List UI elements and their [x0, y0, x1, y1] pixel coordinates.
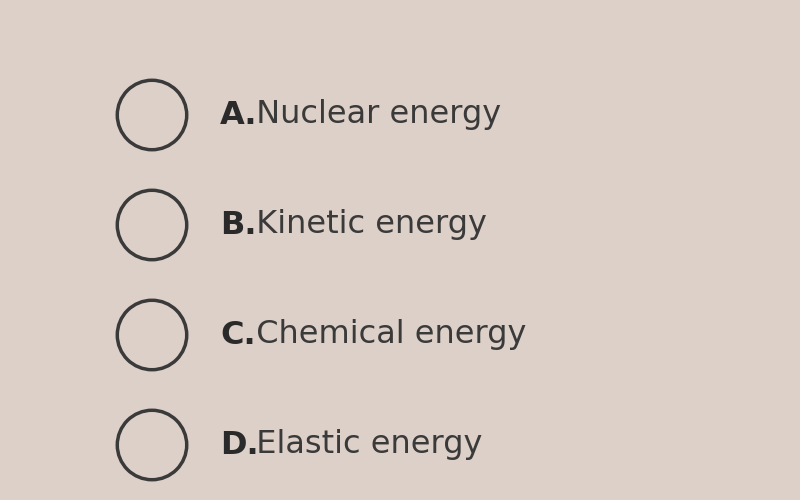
Point: [146, 331, 158, 339]
Point: [146, 441, 158, 449]
Text: Chemical energy: Chemical energy: [236, 320, 526, 350]
Text: C.: C.: [220, 320, 256, 350]
Point: [146, 221, 158, 229]
Text: Elastic energy: Elastic energy: [236, 430, 482, 460]
Text: A.: A.: [220, 100, 258, 130]
Point: [146, 111, 158, 119]
Text: Kinetic energy: Kinetic energy: [236, 210, 487, 240]
Text: D.: D.: [220, 430, 258, 460]
Text: Nuclear energy: Nuclear energy: [236, 100, 502, 130]
Text: B.: B.: [220, 210, 257, 240]
